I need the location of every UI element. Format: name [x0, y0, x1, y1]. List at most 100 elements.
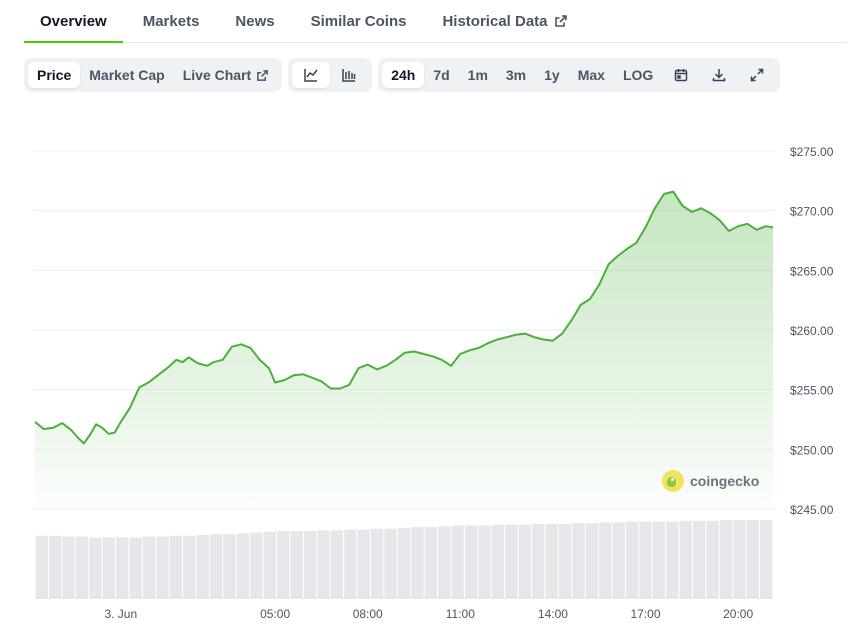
volume-bar: [733, 520, 746, 599]
y-tick-label: $260.00: [790, 324, 834, 338]
volume-bar: [760, 520, 773, 599]
volume-bar: [612, 522, 625, 599]
volume-bar: [250, 532, 263, 599]
live-chart-label: Live Chart: [182, 67, 252, 83]
volume-bar: [491, 524, 505, 599]
tab-markets[interactable]: Markets: [127, 0, 216, 42]
volume-bar: [370, 528, 384, 599]
range-1y-button[interactable]: 1y: [544, 67, 560, 83]
volume-bar: [531, 523, 545, 599]
range-max-button[interactable]: Max: [577, 67, 605, 83]
volume-bar: [183, 535, 196, 599]
volume-bar: [62, 536, 75, 599]
watermark-text: coingecko: [690, 473, 760, 489]
y-tick-label: $250.00: [790, 443, 834, 457]
volume-bar: [746, 520, 760, 599]
candlestick-chart-icon: [341, 67, 357, 83]
tab-overview-label: Overview: [40, 12, 107, 30]
volume-bar: [75, 536, 89, 599]
chart-style-group: [288, 58, 373, 92]
volume-bar: [397, 527, 411, 599]
price-chart[interactable]: $275.00 $270.00 $265.00 $260.00 $255.00 $250.…: [0, 110, 858, 642]
y-tick-label: $275.00: [790, 145, 834, 159]
price-line: [34, 190, 774, 445]
download-button[interactable]: [700, 62, 738, 88]
volume-bar: [411, 527, 424, 599]
volume-bar: [505, 524, 518, 599]
log-scale-button[interactable]: LOG: [622, 67, 654, 83]
volume-bar: [599, 522, 612, 599]
volume-bar: [706, 520, 719, 599]
volume-bar: [102, 537, 116, 599]
x-tick-label: 3. Jun: [104, 607, 137, 621]
chart-type-group: Price Market Cap Live Chart: [24, 58, 283, 92]
volume-bar: [48, 535, 62, 599]
volume-bar: [290, 531, 303, 599]
volume-bar: [639, 521, 652, 599]
candlestick-chart-button[interactable]: [330, 62, 368, 88]
volume-bar: [652, 521, 666, 599]
volume-bar: [478, 525, 491, 599]
chart-toolbar: Price Market Cap Live Chart 24h 7d 1m 3m…: [24, 58, 781, 92]
x-tick-label: 14:00: [538, 607, 568, 621]
coingecko-logo-icon: [662, 470, 684, 492]
x-tick-label: 20:00: [723, 607, 753, 621]
tab-similar-coins[interactable]: Similar Coins: [295, 0, 423, 42]
range-24h-button[interactable]: 24h: [382, 62, 425, 88]
tab-markets-label: Markets: [142, 12, 200, 30]
market-cap-button[interactable]: Market Cap: [89, 67, 165, 83]
volume-bar: [156, 536, 169, 599]
volume-bar: [679, 520, 692, 599]
volume-bar: [236, 533, 250, 599]
volume-bar: [464, 525, 478, 599]
volume-bar: [142, 536, 156, 599]
price-chart-svg: $275.00 $270.00 $265.00 $260.00 $255.00 $250.…: [33, 145, 834, 621]
tab-historical-data[interactable]: Historical Data: [426, 0, 583, 42]
live-chart-button[interactable]: Live Chart: [174, 62, 278, 88]
y-tick-label: $245.00: [790, 503, 834, 517]
price-button[interactable]: Price: [28, 62, 81, 88]
volume-bar: [625, 521, 639, 599]
tab-bar: Overview Markets News Similar Coins Hist…: [24, 0, 846, 43]
volume-bar: [317, 530, 330, 599]
time-range-group: 24h 7d 1m 3m 1y Max LOG: [378, 58, 781, 92]
volume-bar: [303, 531, 317, 599]
download-icon: [711, 67, 727, 83]
y-tick-label: $265.00: [790, 264, 834, 278]
volume-bar: [438, 526, 451, 599]
volume-bar: [357, 529, 370, 599]
volume-bar: [545, 523, 558, 599]
y-tick-label: $255.00: [790, 384, 834, 398]
volume-bar: [424, 527, 438, 599]
volume-bar: [558, 523, 572, 599]
volume-bar: [585, 523, 599, 599]
volume-bar: [209, 534, 223, 599]
volume-bar: [35, 535, 48, 599]
external-link-icon: [554, 14, 568, 28]
tab-overview[interactable]: Overview: [24, 0, 123, 43]
volume-bar: [196, 535, 209, 599]
price-area: [35, 191, 773, 509]
volume-bar: [451, 525, 464, 599]
volume-bar: [344, 529, 357, 599]
x-tick-label: 05:00: [260, 607, 290, 621]
x-tick-label: 11:00: [446, 607, 475, 621]
y-tick-label: $270.00: [790, 205, 834, 219]
volume-bar: [89, 537, 102, 599]
volume-bar: [666, 521, 679, 599]
x-tick-label: 17:00: [631, 607, 661, 621]
volume-bar: [518, 524, 531, 599]
volume-bar: [572, 523, 585, 599]
volume-bar: [129, 537, 142, 599]
tab-news-label: News: [235, 12, 275, 30]
volume-bar: [277, 531, 290, 599]
external-link-icon: [256, 69, 269, 82]
calendar-button[interactable]: [662, 62, 700, 88]
tab-news[interactable]: News: [219, 0, 290, 42]
line-chart-button[interactable]: [292, 62, 331, 88]
volume-bar: [330, 530, 344, 599]
range-7d-button[interactable]: 7d: [433, 67, 450, 83]
range-3m-button[interactable]: 3m: [505, 67, 527, 83]
fullscreen-button[interactable]: [738, 62, 776, 88]
range-1m-button[interactable]: 1m: [467, 67, 488, 83]
